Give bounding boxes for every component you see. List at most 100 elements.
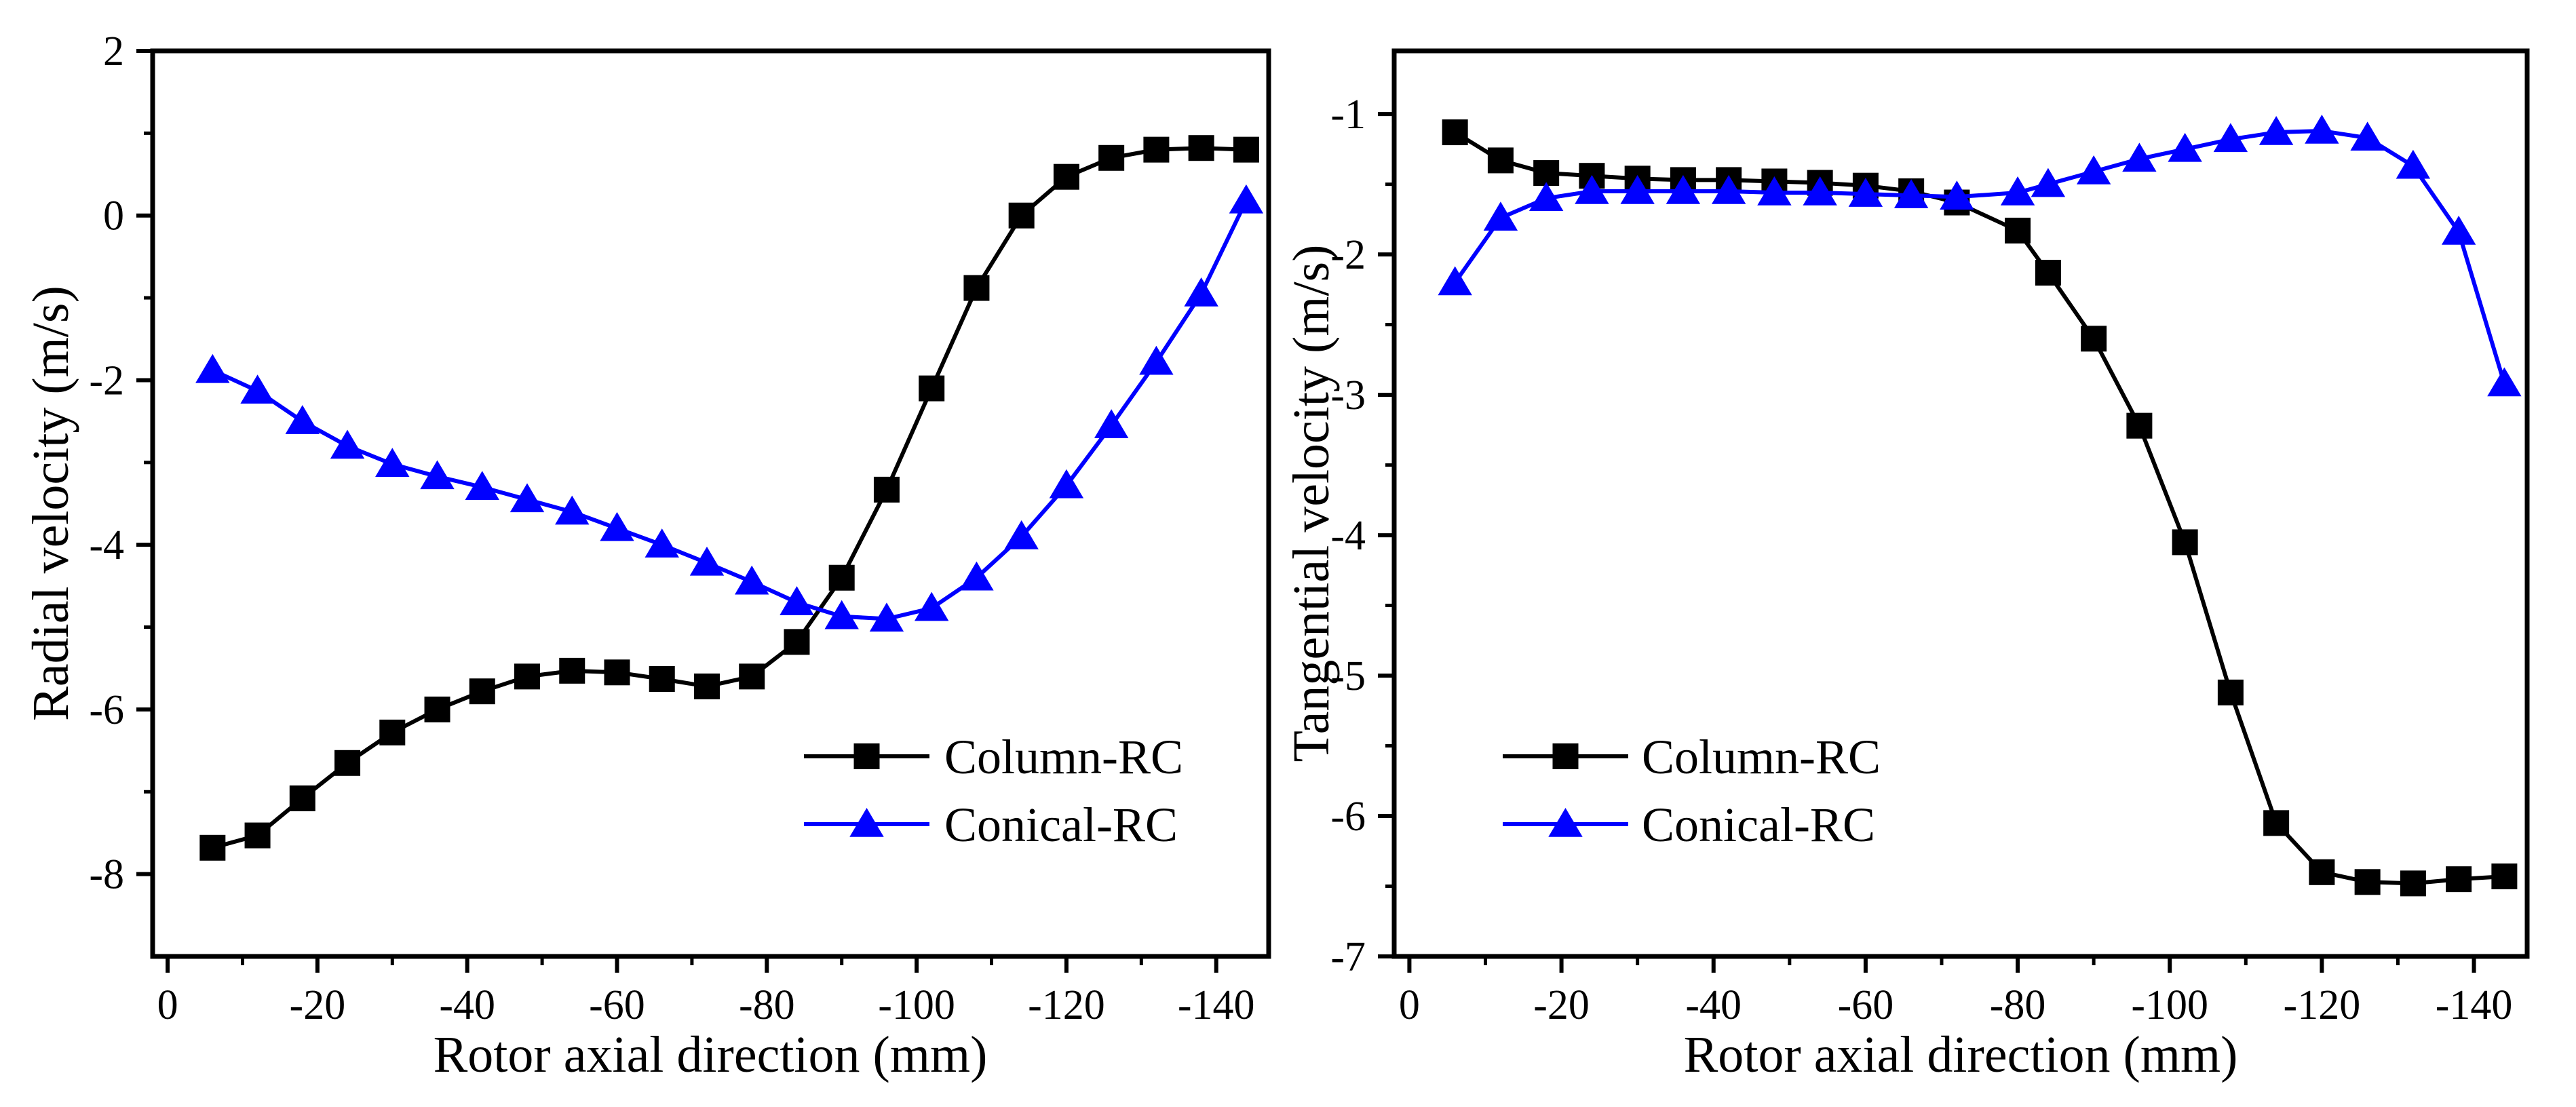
tangential-velocity-conical-rc-point	[1666, 174, 1701, 204]
tangential-velocity-column-rc-point	[2354, 869, 2381, 895]
tangential-velocity-column-rc-point	[2172, 529, 2198, 556]
tangential-velocity-y-tick-label: -3	[1330, 372, 1366, 419]
radial-velocity-x-tick-label: -20	[290, 982, 346, 1028]
radial-velocity-x-tick-label: -40	[439, 982, 495, 1028]
radial-velocity-column-rc-point	[559, 657, 585, 684]
radial-velocity-column-rc-point	[334, 750, 361, 776]
radial-velocity-column-rc-point	[604, 659, 630, 686]
tangential-velocity-column-rc-point	[2005, 217, 2031, 244]
tangential-velocity-conical-rc-point	[2396, 149, 2431, 179]
tangential-velocity-conical-rc-point	[1620, 174, 1655, 204]
tangential-velocity-x-tick-label: -40	[1685, 982, 1742, 1028]
tangential-velocity-column-rc-point	[2126, 412, 2153, 439]
tangential-velocity-y-axis-title: Tangential velocity (m/s)	[1283, 245, 1340, 762]
radial-velocity-legend-column-rc-label: Column-RC	[944, 730, 1183, 784]
radial-velocity-conical-rc-point	[1004, 520, 1039, 549]
radial-velocity-conical-rc-point	[465, 471, 499, 500]
radial-velocity-chart: 0 -20 -40 -60 -80 -100 -120 -140-8-6-4-202 Roto…	[22, 28, 1271, 1083]
tangential-velocity-column-rc-point	[2217, 679, 2244, 705]
tangential-velocity-conical-rc-point	[1803, 176, 1837, 206]
tangential-velocity-conical-rc-point	[2122, 142, 2157, 172]
tangential-velocity-conical-rc-point	[2487, 367, 2522, 397]
tangential-velocity-column-rc-point	[2446, 866, 2472, 893]
tangential-velocity-x-tick-label: -80	[1990, 982, 2046, 1028]
radial-velocity-column-rc-point	[1188, 135, 1214, 161]
tangential-velocity-conical-rc-point	[2441, 216, 2476, 245]
radial-velocity-conical-rc-point	[375, 448, 410, 477]
radial-velocity-conical-rc-point	[645, 528, 679, 558]
radial-velocity-x-tick-label: -60	[589, 982, 645, 1028]
radial-velocity-y-axis-title: Radial velocity (m/s)	[22, 286, 79, 721]
tangential-velocity-ticks: 0 -20 -40 -60 -80 -100 -120 -140 -7 -6 -5 -4 -3 -2 -1	[1330, 92, 2512, 1028]
tangential-velocity-y-tick-label: -1	[1330, 92, 1366, 138]
tangential-velocity-x-tick-label: -120	[2284, 982, 2361, 1028]
radial-velocity-legend-column-rc-marker	[853, 743, 880, 769]
tangential-velocity-column-rc-point	[1487, 147, 1514, 174]
radial-velocity-column-rc-point	[1053, 163, 1079, 190]
tangential-velocity-x-tick-label: -100	[2131, 982, 2208, 1028]
radial-velocity-column-rc-point	[1143, 136, 1170, 163]
tangential-velocity-column-rc-point	[1442, 119, 1468, 146]
radial-velocity-conical-rc-point	[824, 600, 859, 629]
tangential-velocity-y-tick-label: -4	[1330, 513, 1366, 559]
tangential-velocity-y-tick-label: -6	[1330, 794, 1366, 840]
tangential-velocity-conical-rc-point	[1893, 179, 1929, 208]
radial-velocity-column-rc-point	[289, 785, 315, 811]
tangential-velocity-conical-rc-point	[1483, 201, 1518, 231]
radial-velocity-y-tick-label: -6	[89, 687, 124, 733]
radial-velocity-conical-rc-point	[1049, 469, 1084, 499]
radial-velocity-column-rc-point	[693, 673, 720, 699]
tangential-velocity-legend-conical-rc-label: Conical-RC	[1642, 798, 1875, 852]
tangential-velocity-conical-rc-point	[2076, 155, 2111, 184]
tangential-velocity-x-tick-label: -60	[1838, 982, 1894, 1028]
radial-velocity-column-rc-point	[963, 275, 990, 301]
radial-velocity-marks	[195, 135, 1264, 861]
radial-velocity-column-rc-point	[424, 696, 450, 722]
tangential-velocity-conical-rc-point	[2350, 121, 2385, 151]
tangential-velocity-x-tick-label: -20	[1533, 982, 1590, 1028]
radial-velocity-column-rc-point	[514, 663, 541, 690]
radial-velocity-x-axis-title: Rotor axial direction (mm)	[434, 1026, 988, 1083]
tangential-velocity-conical-rc-point	[1757, 176, 1792, 206]
radial-velocity-x-tick-label: -80	[739, 982, 795, 1028]
radial-velocity-column-rc-point	[379, 719, 406, 745]
radial-velocity-conical-rc-point	[285, 405, 320, 434]
tangential-velocity-conical-rc-point	[1848, 178, 1883, 207]
radial-velocity-column-rc-point	[1008, 202, 1035, 229]
tangential-velocity-column-rc-point	[1533, 160, 1560, 187]
tangential-velocity-y-tick-label: -2	[1330, 232, 1366, 278]
tangential-velocity-column-rc-point	[2263, 810, 2290, 836]
radial-velocity-column-rc-point	[199, 834, 226, 861]
radial-velocity-column-rc-point	[649, 666, 675, 693]
radial-velocity-y-tick-label: -8	[89, 852, 124, 898]
radial-velocity-column-rc-point	[919, 375, 945, 402]
radial-velocity-conical-rc-point	[959, 561, 994, 591]
tangential-velocity-conical-rc-point	[2031, 168, 2066, 197]
radial-velocity-conical-rc-point	[689, 546, 725, 576]
radial-velocity-conical-rc-point	[420, 460, 455, 490]
tangential-velocity-legend-conical-rc-marker	[1548, 808, 1583, 837]
radial-velocity-y-tick-label: 0	[103, 193, 124, 239]
radial-velocity-conical-rc-point	[1229, 184, 1264, 214]
tangential-velocity-column-rc-point	[2309, 859, 2335, 885]
radial-velocity-plot-frame	[150, 48, 1271, 959]
radial-velocity-y-tick-label: 2	[103, 28, 124, 75]
tangential-velocity-column-rc-point	[2491, 863, 2518, 890]
tangential-velocity-y-tick-label: -5	[1330, 653, 1366, 699]
radial-velocity-y-tick-label: -2	[89, 357, 124, 404]
radial-velocity-ticks: 0 -20 -40 -60 -80 -100 -120 -140-8-6-4-202	[89, 28, 1254, 1028]
radial-velocity-conical-rc-point	[600, 511, 634, 541]
tangential-velocity-column-rc-point	[2400, 870, 2426, 897]
tangential-velocity-x-tick-label: -140	[2436, 982, 2513, 1028]
tangential-velocity-conical-rc-point	[2213, 123, 2248, 153]
radial-velocity-legend: Column-RC Conical-RC	[804, 730, 1183, 852]
radial-velocity-conical-rc-point	[869, 602, 904, 632]
radial-velocity-conical-rc-point	[240, 374, 275, 404]
radial-velocity-conical-rc-point	[555, 495, 590, 525]
radial-velocity-column-rc-point	[873, 476, 900, 503]
tangential-velocity-conical-rc-point	[1575, 174, 1609, 204]
tangential-velocity-conical-rc-point	[2305, 114, 2339, 144]
radial-velocity-column-rc-point	[469, 678, 495, 705]
tangential-velocity-legend-column-rc-label: Column-RC	[1642, 730, 1881, 784]
